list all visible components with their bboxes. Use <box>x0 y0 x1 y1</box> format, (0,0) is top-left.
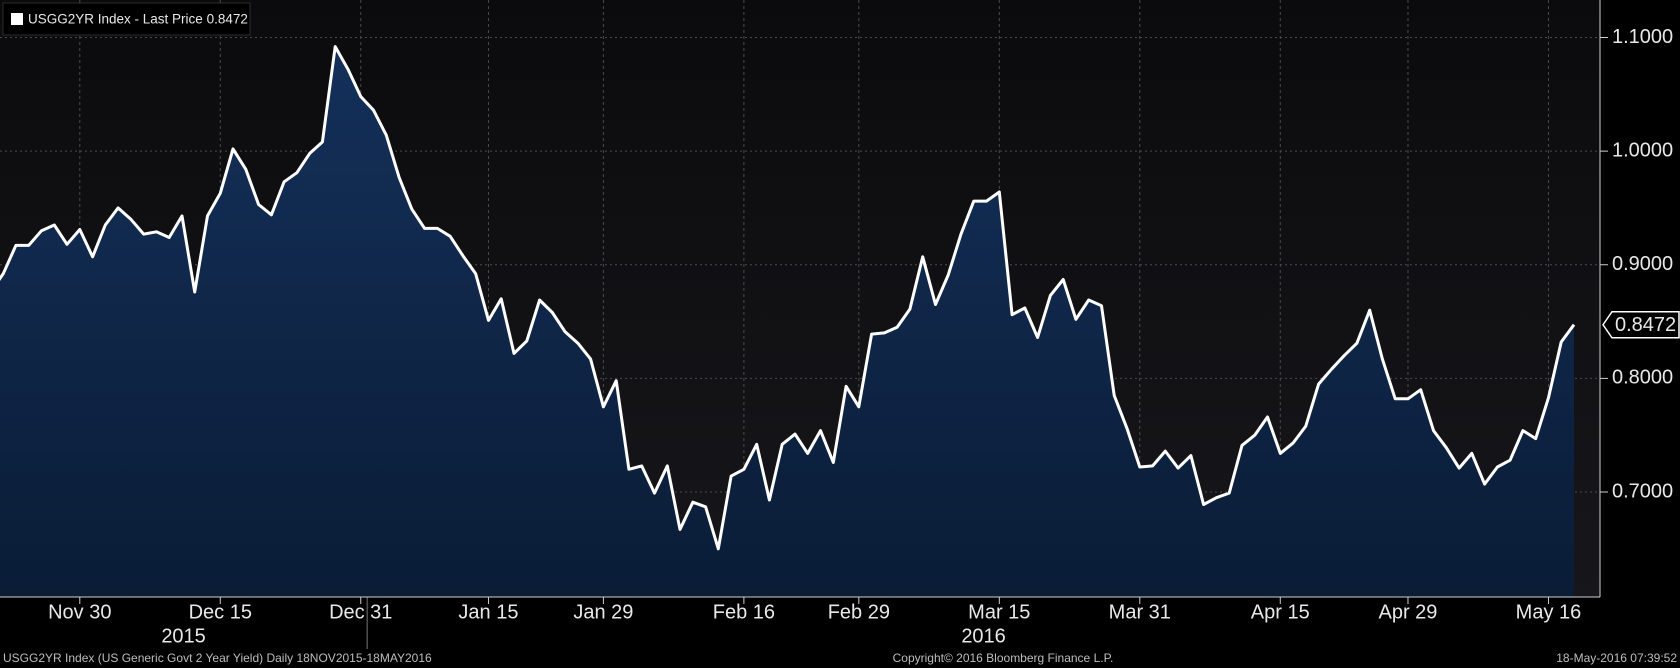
x-tick-label: Nov 30 <box>48 601 111 623</box>
legend-box <box>2 2 251 36</box>
x-tick-label: Apr 15 <box>1251 601 1310 623</box>
x-tick-label: Mar 15 <box>968 601 1030 623</box>
legend-label: USGG2YR Index - Last Price 0.8472 <box>28 12 248 27</box>
legend-swatch <box>11 13 23 25</box>
y-tick-label: 1.0000 <box>1612 139 1673 161</box>
last-price-label: 0.8472 <box>1615 314 1676 336</box>
y-tick-label: 1.1000 <box>1612 26 1673 48</box>
x-tick-label: Feb 16 <box>713 601 775 623</box>
x-year-label: 2015 <box>161 625 206 647</box>
x-tick-label: Jan 29 <box>573 601 633 623</box>
y-tick-label: 0.8000 <box>1612 367 1673 389</box>
last-price-tag <box>1602 310 1680 339</box>
footer-left: USGG2YR Index (US Generic Govt 2 Year Yi… <box>3 651 432 665</box>
footer-center: Copyright© 2016 Bloomberg Finance L.P. <box>893 651 1114 665</box>
x-tick-label: Feb 29 <box>828 601 890 623</box>
x-tick-label: Dec 31 <box>329 601 392 623</box>
x-tick-label: Dec 15 <box>189 601 252 623</box>
line <box>0 45 1576 551</box>
x-tick-label: Jan 15 <box>458 601 518 623</box>
x-year-label: 2016 <box>961 625 1006 647</box>
y-tick-label: 0.9000 <box>1612 253 1673 275</box>
x-tick-label: May 16 <box>1516 601 1582 623</box>
x-tick-label: Apr 29 <box>1379 601 1438 623</box>
footer-right: 18-May-2016 07:39:52 <box>1556 651 1677 665</box>
x-tick-label: Mar 31 <box>1109 601 1171 623</box>
area-fill <box>0 46 1574 597</box>
y-tick-label: 0.7000 <box>1612 480 1673 502</box>
